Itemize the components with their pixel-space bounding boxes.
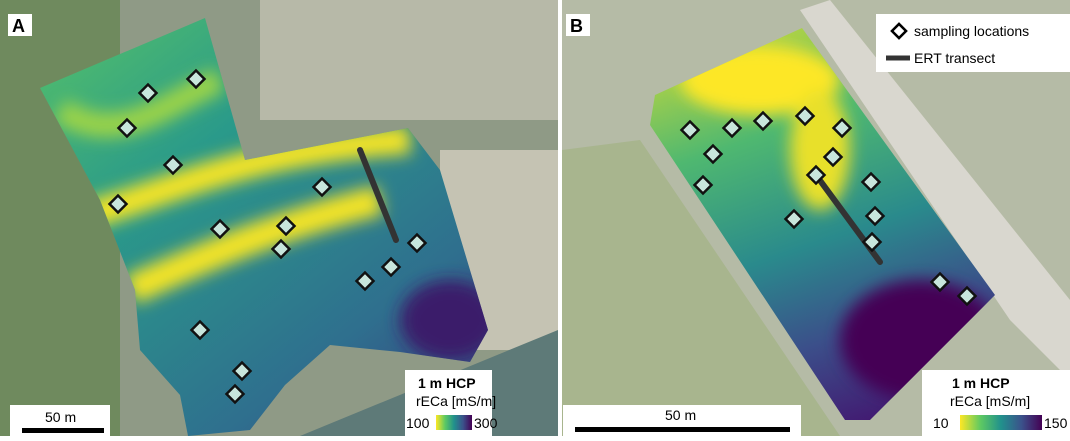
band xyxy=(85,126,411,229)
colorbar-title: 1 m HCP xyxy=(418,375,476,391)
legend-label: ERT transect xyxy=(914,50,995,66)
panel-label-box xyxy=(8,14,32,36)
aerial-road xyxy=(800,0,1070,380)
sampling-location xyxy=(116,117,138,139)
sampling-location xyxy=(354,270,376,292)
colorbar-title: 1 m HCP xyxy=(952,375,1010,391)
legend-box xyxy=(876,14,1070,72)
sampling-location xyxy=(864,205,886,227)
colorbar-max: 300 xyxy=(474,415,498,431)
sampling-location xyxy=(406,232,428,254)
field-bands xyxy=(53,68,488,360)
sampling-location xyxy=(861,231,883,253)
sampling-location xyxy=(275,215,297,237)
sampling-location xyxy=(783,208,805,230)
aerial-field xyxy=(562,140,840,436)
sampling-location xyxy=(107,193,129,215)
sampling-location xyxy=(692,174,714,196)
sampling-location xyxy=(137,82,159,104)
sampling-location xyxy=(721,117,743,139)
sampling-location xyxy=(270,238,292,260)
colorbar-max: 150 xyxy=(1044,415,1068,431)
sampling-location xyxy=(679,119,701,141)
sampling-location xyxy=(380,256,402,278)
scale-bar-label: 50 m xyxy=(45,409,76,425)
ert-transect xyxy=(357,147,399,243)
panel-label-box xyxy=(566,14,590,36)
sampling-location xyxy=(805,164,827,186)
sampling-locations xyxy=(107,68,428,405)
panel-a: A 1 m HCP rECa [mS/m] 100 300 50 m xyxy=(0,0,558,436)
band xyxy=(790,90,850,210)
colorbar-min: 100 xyxy=(406,415,430,431)
colorbar xyxy=(436,415,472,430)
band xyxy=(400,280,488,360)
sampling-location xyxy=(231,360,253,382)
sampling-location xyxy=(831,117,853,139)
sampling-location xyxy=(185,68,207,90)
sampling-location xyxy=(311,176,333,198)
sampling-location xyxy=(162,154,184,176)
sampling-location xyxy=(956,285,978,307)
sampling-location xyxy=(860,171,882,193)
colorbar xyxy=(960,415,1042,430)
band xyxy=(123,185,384,304)
scale-bar xyxy=(22,428,104,433)
panel-label: B xyxy=(570,16,583,36)
sampling-location xyxy=(702,143,724,165)
colorbar-unit: rECa [mS/m] xyxy=(416,393,496,409)
sampling-location xyxy=(822,146,844,168)
sampling-location xyxy=(189,319,211,341)
sampling-location xyxy=(224,383,246,405)
sampling-locations xyxy=(679,105,978,307)
band xyxy=(53,68,225,138)
panel-b: B sampling locations ERT transect 1 m HC… xyxy=(562,0,1070,436)
legend-label: sampling locations xyxy=(914,23,1029,39)
colorbar-unit: rECa [mS/m] xyxy=(950,393,1030,409)
scale-bar-label: 50 m xyxy=(665,407,696,423)
sampling-location xyxy=(794,105,816,127)
colorbar-min: 10 xyxy=(933,415,949,431)
panel-label: A xyxy=(12,16,25,36)
sampling-location xyxy=(209,218,231,240)
sampling-location xyxy=(752,110,774,132)
legend-diamond xyxy=(890,22,908,40)
scale-bar xyxy=(575,427,790,432)
divider xyxy=(558,0,562,436)
sampling-location xyxy=(929,271,951,293)
aerial-field xyxy=(260,0,558,120)
